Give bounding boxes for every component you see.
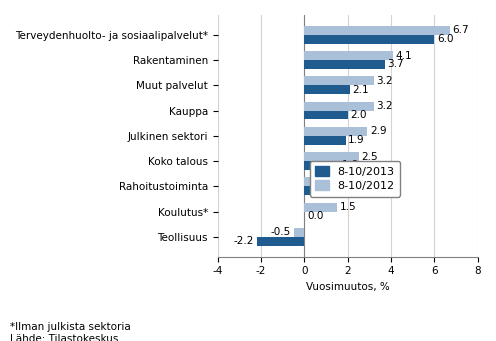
Bar	[294, 228, 305, 237]
Bar	[305, 203, 337, 211]
Bar	[305, 127, 367, 136]
Text: -0.5: -0.5	[271, 227, 291, 237]
Bar	[305, 102, 373, 110]
Text: 1.6: 1.6	[342, 161, 358, 170]
Legend: 8-10/2013, 8-10/2012: 8-10/2013, 8-10/2012	[310, 161, 400, 197]
Text: 1.5: 1.5	[339, 202, 356, 212]
Text: 3.2: 3.2	[376, 76, 393, 86]
Text: -2.2: -2.2	[234, 236, 254, 246]
Bar	[305, 136, 346, 145]
Bar	[305, 152, 359, 161]
Text: 2.0: 2.0	[350, 110, 367, 120]
Text: 1.1: 1.1	[331, 177, 347, 187]
Bar	[305, 60, 384, 69]
Text: 6.0: 6.0	[437, 34, 453, 44]
Bar	[305, 161, 339, 170]
Text: 2.5: 2.5	[361, 152, 378, 162]
Text: *Ilman julkista sektoria: *Ilman julkista sektoria	[10, 322, 130, 332]
Bar	[305, 76, 373, 85]
Bar	[305, 85, 350, 94]
Text: 6.7: 6.7	[452, 25, 469, 35]
Bar	[305, 110, 348, 119]
Text: 3.7: 3.7	[387, 59, 404, 70]
Bar	[305, 186, 330, 195]
Bar	[305, 177, 328, 186]
Text: Lähde: Tilastokeskus: Lähde: Tilastokeskus	[10, 334, 118, 341]
Text: 4.1: 4.1	[396, 51, 412, 61]
Text: 1.2: 1.2	[333, 186, 350, 196]
Text: 1.9: 1.9	[348, 135, 365, 145]
X-axis label: Vuosimuutos, %: Vuosimuutos, %	[306, 282, 389, 292]
Text: 0.0: 0.0	[307, 211, 323, 221]
Bar	[305, 35, 434, 44]
Bar	[305, 26, 449, 35]
Bar	[305, 51, 393, 60]
Text: 3.2: 3.2	[376, 101, 393, 111]
Text: 2.1: 2.1	[353, 85, 369, 95]
Text: 2.9: 2.9	[370, 127, 386, 136]
Bar	[257, 237, 305, 246]
